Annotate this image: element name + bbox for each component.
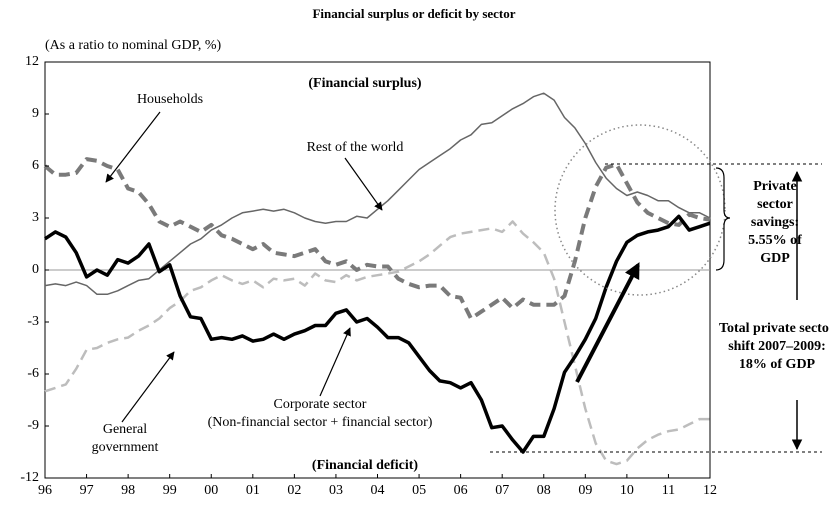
annotation: (Non-financial sector + financial sector… [207, 415, 433, 430]
x-tick-label: 08 [537, 483, 551, 498]
x-tick-label: 02 [287, 483, 301, 498]
series-line [43, 157, 711, 321]
y-tick-label: 6 [32, 158, 39, 173]
shift-arrow [575, 262, 640, 383]
x-tick-label: 10 [620, 483, 634, 498]
x-tick-label: 96 [38, 483, 52, 498]
brace [715, 167, 731, 271]
x-tick-label: 03 [329, 483, 343, 498]
y-axis-label: (As a ratio to nominal GDP, %) [45, 38, 221, 53]
y-tick-label: 9 [32, 106, 39, 121]
series-label: Corporate sector [273, 397, 367, 412]
series-line [44, 92, 711, 296]
arrow [121, 351, 175, 423]
x-tick-label: 04 [371, 483, 385, 498]
y-tick-label: -9 [27, 418, 39, 433]
annotation: (Financial surplus) [308, 76, 422, 91]
x-tick-label: 00 [204, 483, 218, 498]
x-tick-label: 09 [578, 483, 592, 498]
x-tick-label: 01 [246, 483, 260, 498]
highlight-circle [554, 124, 726, 296]
y-tick-label: -6 [27, 366, 39, 381]
annotation: (Financial deficit) [311, 458, 419, 473]
arrow [344, 157, 383, 211]
x-tick-label: 06 [454, 483, 468, 498]
annotation: Private sector savings: 5.55% of GDP [748, 179, 802, 266]
x-tick-label: 97 [80, 483, 94, 498]
arrow [105, 111, 161, 183]
series-line [44, 220, 710, 466]
chart-title: Financial surplus or deficit by sector [312, 6, 515, 21]
series-label: Rest of the world [306, 140, 404, 155]
series-label: Households [136, 92, 204, 107]
series-label: General government [91, 422, 159, 455]
series-line [44, 214, 711, 454]
x-tick-label: 05 [412, 483, 426, 498]
annotation: Total private sector shift 2007–2009: 18… [717, 320, 829, 374]
y-tick-label: 12 [25, 54, 39, 69]
x-tick-label: 11 [662, 483, 675, 498]
x-tick-label: 12 [703, 483, 717, 498]
arrow [319, 327, 351, 397]
x-tick-label: 98 [121, 483, 135, 498]
y-tick-label: 3 [32, 210, 39, 225]
y-tick-label: -3 [27, 314, 39, 329]
x-tick-label: 07 [495, 483, 509, 498]
y-tick-label: 0 [32, 262, 39, 277]
y-tick-label: -12 [20, 470, 39, 485]
x-tick-label: 99 [163, 483, 177, 498]
